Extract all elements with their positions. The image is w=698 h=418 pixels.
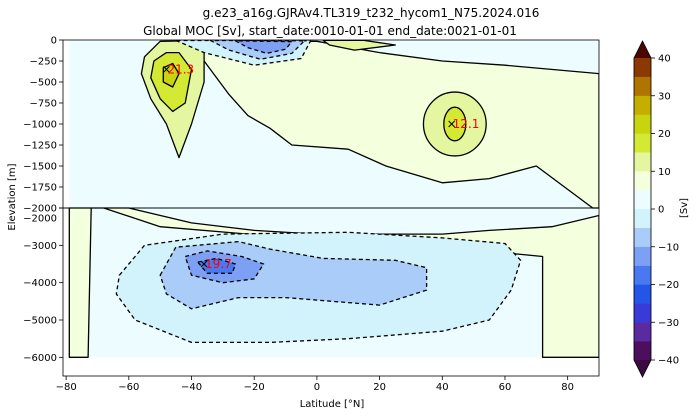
colorbar-segment bbox=[633, 76, 652, 96]
upper-panel bbox=[68, 40, 599, 208]
x-tick-label: 20 bbox=[373, 382, 386, 393]
colorbar-segment bbox=[633, 171, 652, 191]
max-marker bbox=[163, 66, 170, 73]
y-tick-label: −1250 bbox=[23, 141, 57, 152]
lower-panel bbox=[68, 208, 599, 358]
max-marker bbox=[200, 260, 208, 268]
contour-sh_ridge_3 bbox=[162, 62, 180, 88]
y-tick-label: −500 bbox=[30, 78, 57, 89]
x-tick-label: −40 bbox=[181, 382, 202, 393]
y-tick-label: −2000 bbox=[23, 204, 57, 215]
annotation-label: 19.7 bbox=[205, 257, 232, 271]
contour-surface_band_3 bbox=[234, 40, 293, 55]
colorbar-segment bbox=[633, 340, 652, 361]
colorbar-segment bbox=[633, 227, 652, 247]
colorbar-segment bbox=[633, 114, 652, 134]
y-tick-label: −4000 bbox=[23, 278, 57, 289]
annotation-label: 12.1 bbox=[453, 117, 480, 131]
colorbar-over-arrow bbox=[634, 41, 651, 58]
y-tick-label: −250 bbox=[30, 57, 57, 68]
x-tick-label: −20 bbox=[244, 382, 265, 393]
colorbar-segment bbox=[633, 133, 652, 153]
colorbar-tick-label: 30 bbox=[658, 91, 671, 102]
x-tick-label: −60 bbox=[118, 382, 139, 393]
x-axis-ticks: −80 −60 −40 −20 0 20 40 60 80 bbox=[56, 376, 574, 393]
chart-title: g.e23_a16g.GJRAv4.TL319_t232_hycom1_N75.… bbox=[203, 6, 540, 20]
colorbar-segment bbox=[633, 189, 652, 210]
y-tick-label: −6000 bbox=[23, 353, 57, 364]
y-tick-label: −3000 bbox=[23, 241, 57, 252]
y-axis-label: Elevation [m] bbox=[7, 163, 18, 230]
x-tick-label: 40 bbox=[436, 382, 449, 393]
x-axis-label: Latitude [°N] bbox=[300, 399, 365, 410]
colorbar-segment bbox=[633, 322, 652, 342]
x-tick-label: 0 bbox=[314, 382, 320, 393]
colorbar-segment bbox=[633, 246, 652, 266]
y-tick-label: −1500 bbox=[23, 162, 57, 173]
contour-upper_cell bbox=[190, 40, 599, 208]
max-marker bbox=[448, 120, 456, 128]
colorbar-tick-label: 20 bbox=[658, 129, 671, 140]
contour-north_max_2 bbox=[443, 106, 467, 142]
chart-subtitle: Global MOC [Sv], start_date:0010-01-01 e… bbox=[143, 24, 517, 38]
y-tick-label: −1000 bbox=[23, 120, 57, 131]
colorbar-tick-label: −10 bbox=[658, 242, 679, 253]
x-tick-label: 80 bbox=[561, 382, 574, 393]
colorbar-segment bbox=[633, 284, 652, 304]
colorbar: −40 −30 −20 −10 0 10 20 30 40 bbox=[633, 40, 679, 378]
colorbar-segment bbox=[633, 265, 652, 285]
y-tick-label: −2000 bbox=[23, 214, 57, 225]
y-axis-ticks: 0 −250 −500 −750 −1000 −1250 −1500 −1750 −2000−2… bbox=[23, 36, 63, 364]
colorbar-segment bbox=[633, 152, 652, 172]
colorbar-tick-label: −30 bbox=[658, 318, 679, 329]
y-tick-label: 0 bbox=[51, 36, 57, 47]
colorbar-tick-label: 40 bbox=[658, 54, 671, 65]
colorbar-under-arrow bbox=[634, 360, 651, 377]
colorbar-label: [Sv] bbox=[679, 198, 690, 218]
contour-aabw_cell_4 bbox=[197, 257, 237, 274]
colorbar-tick-label: 10 bbox=[658, 167, 671, 178]
colorbar-tick-label: −20 bbox=[658, 280, 679, 291]
annotations: 21.3 12.1 19.7 bbox=[163, 62, 479, 271]
y-tick-label: −750 bbox=[30, 99, 57, 110]
y-tick-label: −1750 bbox=[23, 183, 57, 194]
colorbar-tick-label: 0 bbox=[658, 205, 664, 216]
y-tick-label: −5000 bbox=[23, 316, 57, 327]
colorbar-segment bbox=[633, 208, 652, 229]
annotation-label: 21.3 bbox=[167, 62, 194, 76]
colorbar-segment bbox=[633, 57, 652, 78]
colorbar-tick-label: −40 bbox=[658, 356, 679, 367]
x-tick-label: −80 bbox=[56, 382, 77, 393]
colorbar-segment bbox=[633, 303, 652, 323]
lower-axes-frame bbox=[62, 207, 600, 377]
x-tick-label: 60 bbox=[499, 382, 512, 393]
colorbar-segment bbox=[633, 95, 652, 115]
